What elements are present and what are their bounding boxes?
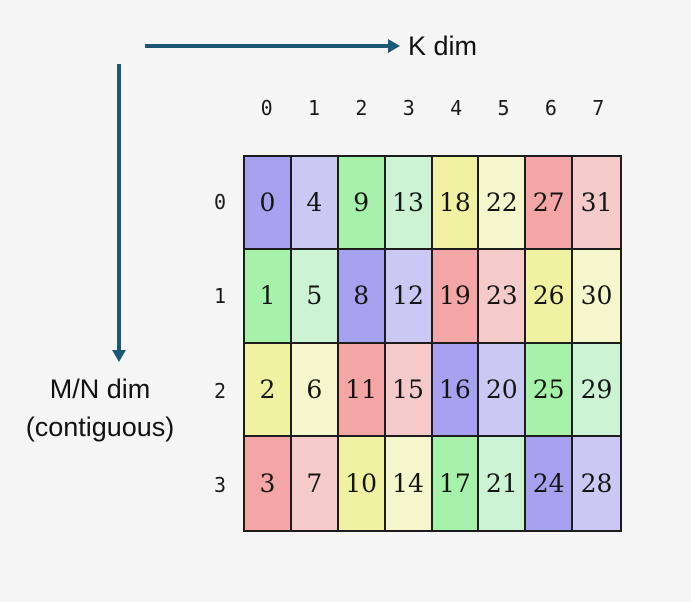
grid-cell: 0 (245, 157, 292, 251)
column-header: 7 (592, 96, 605, 120)
grid-cell: 5 (291, 250, 339, 344)
column-header: 0 (260, 96, 273, 120)
grid-cell: 31 (573, 157, 620, 251)
row-header: 1 (213, 284, 227, 309)
grid-cell: 12 (385, 250, 433, 344)
k-dim-label: K dim (408, 31, 478, 61)
column-header: 1 (308, 96, 321, 120)
grid-cell: 23 (479, 250, 527, 344)
mn-dim-arrow-line (117, 64, 121, 350)
grid-cell: 26 (526, 250, 574, 344)
k-dim-arrow-head-icon (388, 39, 400, 53)
row-header: 0 (213, 190, 227, 215)
column-header: 5 (497, 96, 510, 120)
grid-cell: 25 (526, 343, 574, 437)
column-header: 4 (450, 96, 463, 120)
grid-cell: 9 (338, 157, 386, 251)
grid-cell: 20 (479, 343, 527, 437)
grid-cell: 17 (432, 436, 480, 530)
grid-cell: 28 (573, 436, 620, 530)
grid-cell: 24 (526, 436, 574, 530)
mn-dim-arrow-head-icon (112, 350, 126, 362)
grid-cell: 2 (245, 343, 292, 437)
k-dim-arrow-line (145, 44, 388, 48)
grid-cell: 3 (245, 436, 292, 530)
row-headers: 0 1 2 3 (198, 155, 242, 532)
mn-dim-label: M/N dim (contiguous) (0, 370, 200, 446)
grid-cell: 16 (432, 343, 480, 437)
column-headers: 0 1 2 3 4 5 6 7 (243, 94, 622, 122)
grid-cell: 15 (385, 343, 433, 437)
grid-cell: 4 (291, 157, 339, 251)
row-header: 3 (213, 472, 227, 497)
grid-cell: 11 (338, 343, 386, 437)
column-header: 3 (402, 96, 415, 120)
grid-cell: 14 (385, 436, 433, 530)
grid-cell: 29 (573, 343, 620, 437)
grid-cell: 8 (338, 250, 386, 344)
grid-cell: 7 (291, 436, 339, 530)
grid-cell: 18 (432, 157, 480, 251)
grid-cell: 30 (573, 250, 620, 344)
grid-cell: 21 (479, 436, 527, 530)
grid-cell: 6 (291, 343, 339, 437)
grid-cell: 1 (245, 250, 292, 344)
grid-cell: 19 (432, 250, 480, 344)
mn-dim-label-line1: M/N dim (49, 374, 151, 404)
mn-dim-label-line2: (contiguous) (25, 412, 175, 442)
grid-cell: 22 (479, 157, 527, 251)
row-header: 2 (213, 378, 227, 403)
grid-cell: 13 (385, 157, 433, 251)
grid-cell: 27 (526, 157, 574, 251)
column-header: 2 (355, 96, 368, 120)
matrix-grid: 0 4 9 13 18 22 27 31 1 5 8 12 19 23 26 30 2 6 11 15 16 20 25 29… (243, 155, 622, 532)
column-header: 6 (544, 96, 557, 120)
grid-cell: 10 (338, 436, 386, 530)
